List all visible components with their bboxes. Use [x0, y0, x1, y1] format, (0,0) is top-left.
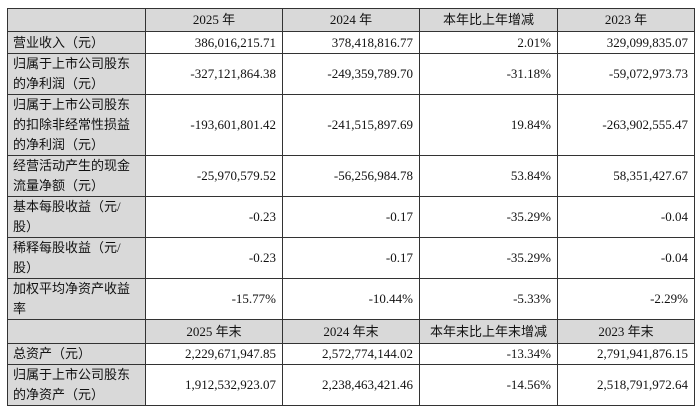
header-row: 2025 年末 2024 年末 本年末比上年末增减 2023 年末	[7, 319, 695, 344]
column-header	[7, 8, 146, 32]
table-row: 总资产（元） 2,229,671,947.85 2,572,774,144.02 -1…	[7, 343, 695, 365]
table-cell: -5.33%	[419, 278, 558, 320]
table-cell: -2.29%	[557, 278, 695, 320]
table-cell: -0.23	[145, 237, 283, 279]
table-cell: 2,238,463,421.46	[282, 364, 420, 406]
table-cell: -0.17	[282, 237, 420, 279]
table-cell: -25,970,579.52	[145, 155, 283, 197]
table-cell: 2,518,791,972.64	[557, 364, 695, 406]
table-cell: 2,572,774,144.02	[282, 343, 420, 365]
table-cell: -56,256,984.78	[282, 155, 420, 197]
table-cell: -193,601,801.42	[145, 94, 283, 156]
row-label: 营业收入（元）	[7, 31, 146, 54]
table-cell: -249,359,789.70	[282, 53, 420, 95]
table-cell: -0.23	[145, 196, 283, 238]
table-cell: 2,229,671,947.85	[145, 343, 283, 365]
table-cell: -14.56%	[419, 364, 558, 406]
row-label: 归属于上市公司股东的净资产（元）	[7, 364, 146, 406]
table-cell: 58,351,427.67	[557, 155, 695, 197]
table-row: 归属于上市公司股东的净利润（元） -327,121,864.38 -249,359,…	[7, 53, 695, 95]
table-cell: -15.77%	[145, 278, 283, 320]
row-label: 归属于上市公司股东的净利润（元）	[7, 53, 146, 95]
table-cell: -0.04	[557, 237, 695, 279]
column-header: 2025 年	[145, 8, 283, 32]
table-row: 营业收入（元） 386,016,215.71 378,418,816.77 2.01%…	[7, 31, 695, 54]
table-cell: 2,791,941,876.15	[557, 343, 695, 365]
table-cell: 19.84%	[419, 94, 558, 156]
table-row: 稀释每股收益（元/股） -0.23 -0.17 -35.29% -0.04	[7, 237, 695, 279]
table-cell: -31.18%	[419, 53, 558, 95]
table-cell: -0.17	[282, 196, 420, 238]
table-cell: -263,902,555.47	[557, 94, 695, 156]
table-cell: -0.04	[557, 196, 695, 238]
column-header: 2024 年	[282, 8, 420, 32]
financial-summary-table: 2025 年 2024 年本年比上年增减 2023 年营业收入（元） 386,016,…	[7, 8, 695, 406]
header-row: 2025 年 2024 年本年比上年增减 2023 年	[7, 8, 695, 32]
column-header: 2023 年末	[557, 319, 695, 344]
row-label: 加权平均净资产收益率	[7, 278, 146, 320]
row-label: 基本每股收益（元/股）	[7, 196, 146, 238]
table-cell: -327,121,864.38	[145, 53, 283, 95]
row-label: 总资产（元）	[7, 343, 146, 365]
column-header: 2024 年末	[282, 319, 420, 344]
table-row: 归属于上市公司股东的扣除非经常性损益的净利润（元） -193,601,801.42…	[7, 94, 695, 156]
table-cell: 2.01%	[419, 31, 558, 54]
table-cell: 378,418,816.77	[282, 31, 420, 54]
table-cell: -10.44%	[282, 278, 420, 320]
table-cell: -59,072,973.73	[557, 53, 695, 95]
row-label: 经营活动产生的现金流量净额（元）	[7, 155, 146, 197]
table-cell: 53.84%	[419, 155, 558, 197]
table-cell: 329,099,835.07	[557, 31, 695, 54]
table-cell: 1,912,532,923.07	[145, 364, 283, 406]
table-row: 归属于上市公司股东的净资产（元） 1,912,532,923.07 2,238,46…	[7, 364, 695, 406]
column-header: 本年比上年增减	[419, 8, 558, 32]
table-cell: 386,016,215.71	[145, 31, 283, 54]
table-cell: -13.34%	[419, 343, 558, 365]
column-header: 2025 年末	[145, 319, 283, 344]
row-label: 稀释每股收益（元/股）	[7, 237, 146, 279]
table-row: 基本每股收益（元/股） -0.23 -0.17 -35.29% -0.04	[7, 196, 695, 238]
table-row: 经营活动产生的现金流量净额（元） -25,970,579.52 -56,256,98…	[7, 155, 695, 197]
table-cell: -35.29%	[419, 237, 558, 279]
table-row: 加权平均净资产收益率 -15.77% -10.44% -5.33% -2.29%	[7, 278, 695, 320]
column-header: 本年末比上年末增减	[419, 319, 558, 344]
row-label: 归属于上市公司股东的扣除非经常性损益的净利润（元）	[7, 94, 146, 156]
column-header	[7, 319, 146, 344]
table-cell: -35.29%	[419, 196, 558, 238]
column-header: 2023 年	[557, 8, 695, 32]
table-cell: -241,515,897.69	[282, 94, 420, 156]
